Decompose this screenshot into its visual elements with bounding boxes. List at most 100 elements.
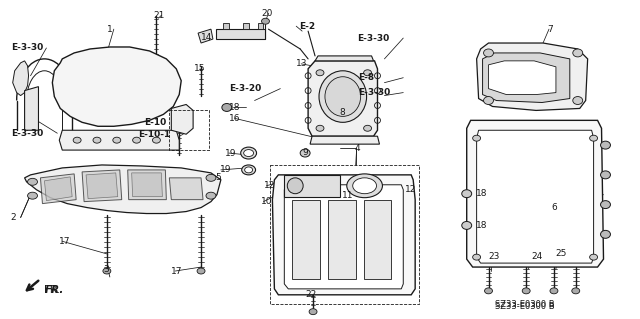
- Text: 18: 18: [476, 189, 487, 198]
- Polygon shape: [223, 23, 229, 29]
- Ellipse shape: [287, 178, 303, 194]
- Text: 17: 17: [172, 266, 183, 276]
- Ellipse shape: [522, 288, 530, 294]
- Text: 7: 7: [547, 25, 553, 33]
- Ellipse shape: [484, 49, 493, 57]
- Ellipse shape: [206, 174, 216, 181]
- Ellipse shape: [241, 147, 257, 159]
- Polygon shape: [44, 177, 72, 201]
- Ellipse shape: [600, 141, 611, 149]
- Text: E-2: E-2: [299, 22, 316, 31]
- Polygon shape: [128, 170, 166, 200]
- Text: E-8: E-8: [358, 73, 374, 82]
- Ellipse shape: [572, 288, 580, 294]
- Ellipse shape: [347, 174, 383, 198]
- Ellipse shape: [316, 70, 324, 76]
- Text: E-3-30: E-3-30: [358, 88, 390, 97]
- Ellipse shape: [484, 97, 493, 105]
- Polygon shape: [24, 165, 221, 213]
- Polygon shape: [483, 53, 570, 102]
- Ellipse shape: [103, 268, 111, 274]
- Text: 17: 17: [60, 237, 71, 246]
- Ellipse shape: [28, 178, 38, 185]
- Text: 16: 16: [229, 114, 240, 123]
- Polygon shape: [308, 61, 378, 136]
- Polygon shape: [243, 23, 248, 29]
- Polygon shape: [172, 105, 193, 134]
- Text: 8: 8: [340, 108, 346, 117]
- Ellipse shape: [242, 165, 255, 175]
- Text: 9: 9: [302, 148, 308, 157]
- Polygon shape: [488, 61, 556, 94]
- Ellipse shape: [473, 135, 481, 141]
- Polygon shape: [315, 56, 374, 61]
- Polygon shape: [216, 29, 266, 39]
- Ellipse shape: [600, 230, 611, 238]
- Ellipse shape: [222, 103, 232, 111]
- Polygon shape: [52, 47, 181, 126]
- Polygon shape: [467, 120, 604, 267]
- Polygon shape: [477, 130, 593, 263]
- Text: 11: 11: [342, 191, 353, 200]
- Text: 3: 3: [103, 264, 109, 273]
- Ellipse shape: [573, 49, 582, 57]
- Polygon shape: [13, 61, 29, 96]
- Text: E-3-30: E-3-30: [356, 33, 389, 42]
- Text: 21: 21: [154, 11, 165, 20]
- Ellipse shape: [28, 192, 38, 199]
- Ellipse shape: [309, 309, 317, 315]
- Text: 12: 12: [405, 185, 417, 194]
- Polygon shape: [328, 200, 356, 279]
- Ellipse shape: [573, 97, 582, 105]
- Ellipse shape: [197, 268, 205, 274]
- Ellipse shape: [461, 190, 472, 198]
- Polygon shape: [82, 170, 122, 202]
- Ellipse shape: [589, 254, 598, 260]
- Text: E-3-30: E-3-30: [11, 43, 43, 53]
- Ellipse shape: [461, 221, 472, 229]
- Text: E-10: E-10: [145, 118, 167, 127]
- Text: 18: 18: [476, 221, 487, 230]
- Polygon shape: [284, 175, 340, 197]
- Polygon shape: [477, 43, 588, 110]
- Text: 18: 18: [229, 103, 240, 112]
- Ellipse shape: [600, 171, 611, 179]
- Ellipse shape: [316, 125, 324, 131]
- Text: 12: 12: [264, 181, 275, 190]
- Ellipse shape: [244, 167, 253, 173]
- Text: 19: 19: [220, 166, 232, 174]
- Ellipse shape: [93, 137, 101, 143]
- Text: E-3-30: E-3-30: [11, 129, 43, 138]
- Ellipse shape: [325, 77, 361, 116]
- Ellipse shape: [589, 135, 598, 141]
- Ellipse shape: [206, 192, 216, 199]
- Text: 13: 13: [296, 59, 308, 68]
- Ellipse shape: [473, 254, 481, 260]
- Ellipse shape: [600, 201, 611, 209]
- Ellipse shape: [300, 149, 310, 157]
- Text: SZ33-E0300 B: SZ33-E0300 B: [495, 300, 555, 309]
- Polygon shape: [273, 175, 415, 295]
- Text: 5: 5: [215, 173, 221, 182]
- Text: 20: 20: [262, 9, 273, 18]
- Ellipse shape: [550, 288, 558, 294]
- Ellipse shape: [132, 137, 141, 143]
- Polygon shape: [364, 200, 392, 279]
- Ellipse shape: [353, 178, 376, 194]
- Polygon shape: [170, 178, 203, 200]
- Ellipse shape: [152, 137, 161, 143]
- Text: 24: 24: [531, 252, 542, 261]
- Text: 23: 23: [488, 252, 500, 261]
- Ellipse shape: [262, 18, 269, 24]
- Ellipse shape: [244, 150, 253, 157]
- Text: E-3-20: E-3-20: [229, 84, 261, 93]
- Polygon shape: [40, 174, 76, 204]
- Text: 1: 1: [107, 25, 113, 33]
- Ellipse shape: [484, 288, 493, 294]
- Text: 22: 22: [305, 290, 316, 299]
- Polygon shape: [284, 185, 403, 289]
- Polygon shape: [60, 130, 179, 150]
- Polygon shape: [24, 87, 38, 130]
- Polygon shape: [310, 136, 380, 144]
- Ellipse shape: [113, 137, 121, 143]
